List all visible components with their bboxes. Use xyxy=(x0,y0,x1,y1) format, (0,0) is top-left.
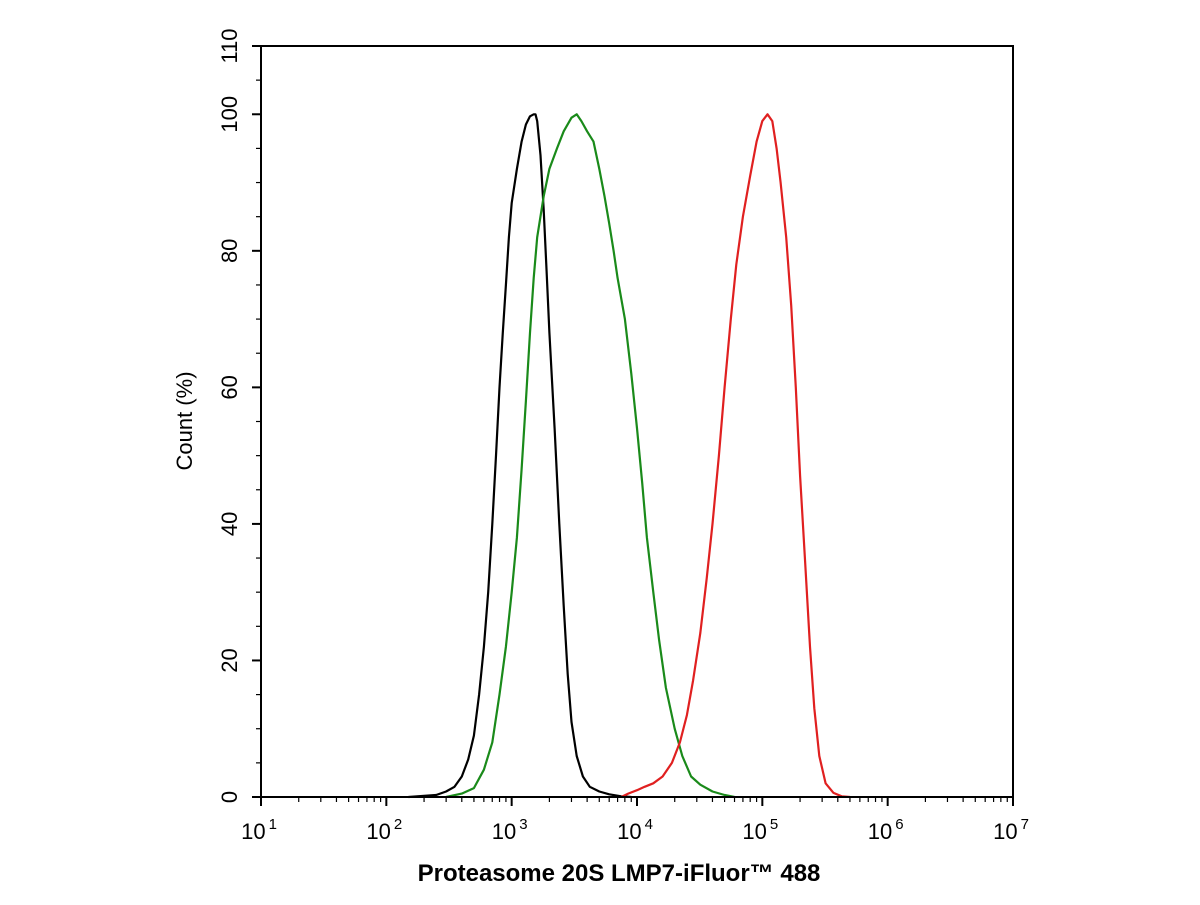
y-tick-label: 100 xyxy=(217,96,242,133)
x-tick-base: 10 xyxy=(241,819,265,844)
x-tick-exponent: 4 xyxy=(645,816,653,833)
x-tick-label: 10 1 xyxy=(241,816,277,844)
y-tick-label: 40 xyxy=(217,512,242,536)
x-tick-label: 10 3 xyxy=(492,816,528,844)
x-tick-exponent: 6 xyxy=(895,816,903,833)
series-layer xyxy=(408,113,850,799)
x-tick-base: 10 xyxy=(617,819,641,844)
x-tick-exponent: 7 xyxy=(1021,816,1029,833)
x-tick-base: 10 xyxy=(742,819,766,844)
x-tick-base: 10 xyxy=(993,819,1017,844)
x-tick-exponent: 1 xyxy=(269,816,277,833)
y-tick-label: 110 xyxy=(217,28,242,63)
y-axis-title: Count (%) xyxy=(172,371,197,470)
x-tick-exponent: 3 xyxy=(519,816,527,833)
histogram-series-3 xyxy=(620,113,850,799)
y-tick-label: 0 xyxy=(217,791,242,803)
y-tick-label: 80 xyxy=(217,239,242,263)
x-tick-base: 10 xyxy=(868,819,892,844)
x-tick-label: 10 4 xyxy=(617,816,653,844)
x-tick-label: 10 5 xyxy=(742,816,778,844)
y-tick-label: 20 xyxy=(217,648,242,672)
histogram-series-2 xyxy=(445,113,735,799)
x-tick-base: 10 xyxy=(366,819,390,844)
x-tick-exponent: 5 xyxy=(770,816,778,833)
x-tick-label: 10 6 xyxy=(868,816,904,844)
x-tick-label: 10 2 xyxy=(366,816,402,844)
x-tick-label: 10 7 xyxy=(993,816,1029,844)
x-tick-base: 10 xyxy=(492,819,516,844)
y-tick-label: 60 xyxy=(217,375,242,399)
x-axis-title: Proteasome 20S LMP7-iFluor™ 488 xyxy=(418,860,821,887)
histogram-series-1 xyxy=(408,113,632,799)
x-tick-exponent: 2 xyxy=(394,816,402,833)
